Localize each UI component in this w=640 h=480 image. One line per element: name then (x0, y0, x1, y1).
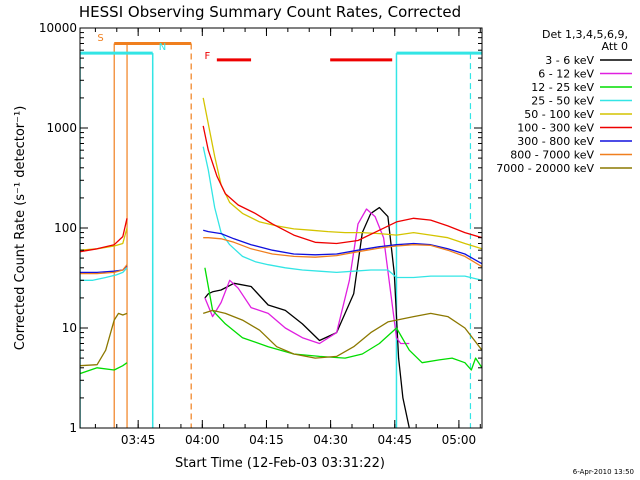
series-line-9 (80, 309, 482, 367)
x-tick-label: 03:45 (121, 433, 156, 447)
series-line-2 (204, 208, 410, 345)
y-tick-label: 1 (69, 421, 77, 435)
plot-area: S N F (79, 27, 483, 429)
x-axis-label: Start Time (12-Feb-03 03:31:22) (175, 456, 385, 471)
series-line-1 (204, 206, 410, 428)
series-line-3 (80, 267, 482, 375)
legend-header-attenuator: Att 0 (602, 40, 628, 53)
y-tick-label: 10000 (39, 21, 77, 35)
marker-label-s: S (97, 33, 103, 44)
legend-label-4: 25 - 50 keV (531, 95, 594, 108)
legend-label-1: 3 - 6 keV (545, 54, 594, 67)
legend-label-8: 800 - 7000 keV (510, 149, 594, 162)
marker-label-f: F (205, 51, 211, 62)
x-tick-label: 05:00 (442, 433, 477, 447)
series-line-6 (80, 125, 482, 253)
footer-timestamp: 6-Apr-2010 13:50 (573, 468, 634, 476)
legend-label-9: 7000 - 20000 keV (496, 162, 594, 175)
x-tick-label: 04:00 (185, 433, 220, 447)
x-tick-label: 04:15 (249, 433, 284, 447)
y-axis-label: Corrected Count Rate (s⁻¹ detector⁻¹) (13, 106, 28, 351)
chart-title: HESSI Observing Summary Count Rates, Cor… (79, 3, 461, 21)
legend-label-5: 50 - 100 keV (524, 108, 594, 121)
x-tick-label: 04:30 (313, 433, 348, 447)
legend-label-3: 12 - 25 keV (531, 81, 594, 94)
series-line-5 (80, 97, 482, 251)
x-tick-label: 04:45 (377, 433, 412, 447)
legend-header-detectors: Det 1,3,4,5,6,9, (542, 28, 628, 41)
marker-label-n: N (159, 42, 166, 53)
y-tick-label: 100 (54, 221, 77, 235)
x-axis: 03:45 04:00 04:15 04:30 04:45 05:00 (94, 28, 481, 447)
legend-label-6: 100 - 300 keV (517, 122, 594, 135)
series-line-8 (80, 237, 482, 275)
y-tick-label: 1000 (46, 121, 77, 135)
y-tick-label: 10 (62, 321, 77, 335)
y-axis: 1 10 100 1000 10000 (39, 21, 482, 435)
plot-clip-group (80, 41, 482, 428)
series-line-4 (80, 146, 482, 281)
legend-label-2: 6 - 12 keV (538, 68, 594, 81)
legend-label-7: 300 - 800 keV (517, 135, 594, 148)
series-line-7 (80, 229, 482, 274)
